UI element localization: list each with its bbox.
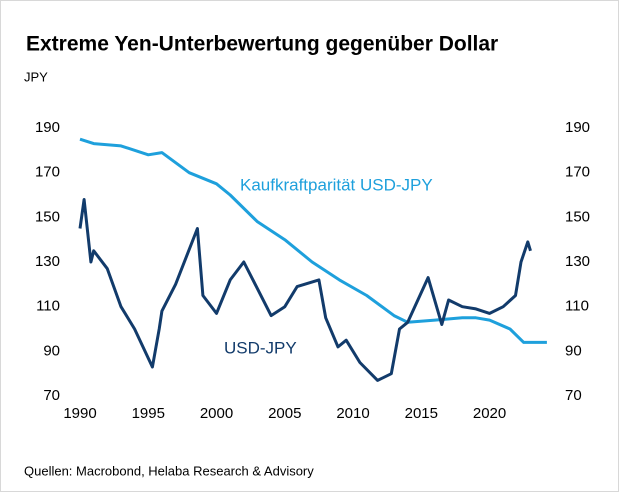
line <box>79 137 547 344</box>
line <box>78 198 532 382</box>
x-tick-label: 2010 <box>336 405 369 422</box>
y-tick-label: 130 <box>35 253 60 270</box>
y-tick-label: 90 <box>43 342 60 359</box>
y-tick-label: 170 <box>35 164 60 181</box>
y2-tick-label: 90 <box>565 342 582 359</box>
x-tick-label: 2015 <box>405 405 438 422</box>
y-tick-label: 70 <box>43 387 60 404</box>
x-tick-label: 1995 <box>132 405 165 422</box>
y-tick-label: 110 <box>36 298 60 315</box>
y2-tick-label: 190 <box>565 119 590 136</box>
y-tick-label: 190 <box>35 119 60 136</box>
x-tick-label: 2005 <box>268 405 301 422</box>
x-tick-label: 1990 <box>63 405 96 422</box>
y-tick-label: 150 <box>35 208 60 225</box>
y-axis-label: JPY <box>24 69 48 84</box>
y2-tick-label: 170 <box>565 164 590 181</box>
chart-title: Extreme Yen-Unterbewertung gegenüber Dol… <box>26 33 498 56</box>
annotation: USD-JPY <box>224 338 297 357</box>
y2-tick-label: 70 <box>565 387 582 404</box>
x-tick-label: 2020 <box>473 405 506 422</box>
y2-tick-label: 110 <box>565 298 589 315</box>
y2-tick-label: 130 <box>565 253 590 270</box>
x-tick-label: 2000 <box>200 405 233 422</box>
source: Quellen: Macrobond, Helaba Research & Ad… <box>24 463 314 478</box>
annotation: Kaufkraftparität USD-JPY <box>240 175 433 194</box>
y2-tick-label: 150 <box>565 208 590 225</box>
